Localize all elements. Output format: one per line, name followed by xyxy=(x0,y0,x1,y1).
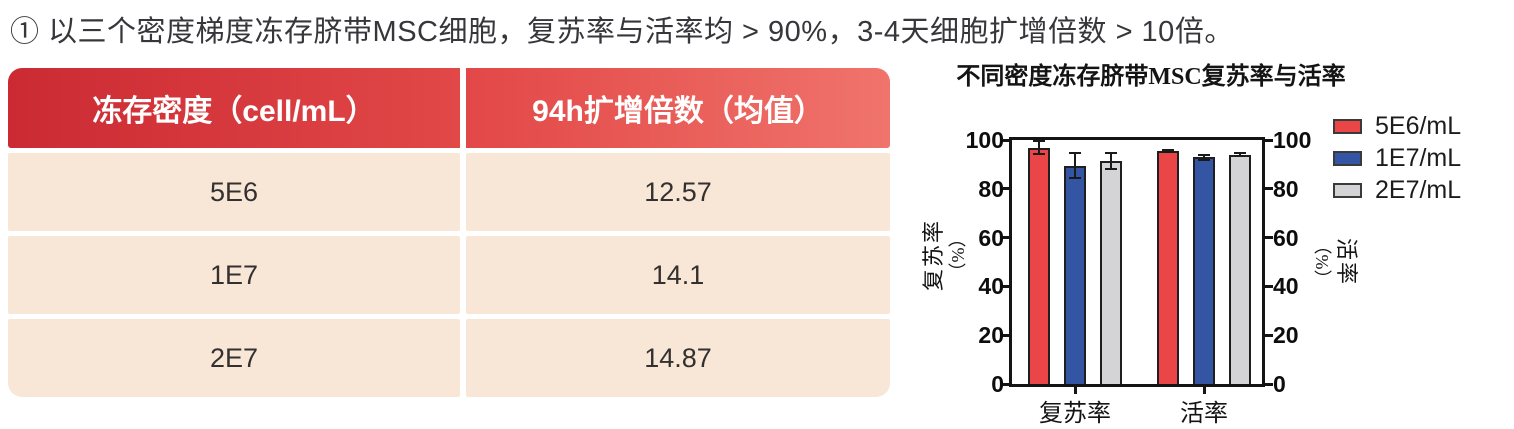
chart-title: 不同密度冻存脐带MSC复苏率与活率 xyxy=(956,64,1346,90)
y-tick-right xyxy=(1265,138,1273,142)
table-cell-density-3: 2E7 xyxy=(8,319,460,397)
y-tick-left xyxy=(1001,333,1009,337)
error-bar-line xyxy=(1167,150,1169,153)
y-axis-label-right-text: 活率 xyxy=(1334,237,1359,286)
y-tick-label-right: 100 xyxy=(1273,127,1312,153)
error-bar-cap-bottom xyxy=(1234,155,1246,158)
y-tick-label-right: 80 xyxy=(1273,175,1299,202)
error-bar-line xyxy=(1239,153,1241,157)
error-bar-cap-top xyxy=(1069,152,1081,155)
y-tick-label-left: 0 xyxy=(991,371,1004,397)
chart: 不同密度冻存脐带MSC复苏率与活率 复苏率 （%） 活率 （%） 5E6/mL 1… xyxy=(920,50,1514,429)
y-tick-left xyxy=(1001,382,1009,386)
y-tick-label-left: 80 xyxy=(978,175,1004,202)
y-tick-left xyxy=(1001,236,1009,240)
legend-swatch-1E7/mL xyxy=(1333,150,1362,166)
y-tick-right xyxy=(1265,333,1273,337)
error-bar-cap-top xyxy=(1198,153,1210,156)
y-tick-left xyxy=(1001,187,1009,191)
y-tick-label-right: 60 xyxy=(1273,224,1299,251)
y-tick-label-right: 20 xyxy=(1273,322,1299,349)
y-tick-right xyxy=(1265,187,1273,191)
y-tick-right xyxy=(1265,236,1273,240)
error-bar-line xyxy=(1074,153,1076,178)
bar-5E6/mL-复苏率 xyxy=(1028,147,1050,384)
error-bar-cap-top xyxy=(1033,140,1045,143)
legend: 5E6/mL 1E7/mL 2E7/mL xyxy=(1333,110,1461,206)
y-tick-label-left: 20 xyxy=(978,322,1004,349)
legend-label: 2E7/mL xyxy=(1375,175,1462,204)
error-bar-cap-top xyxy=(1234,152,1246,155)
x-tick xyxy=(1202,387,1206,394)
y-tick-label-right: 0 xyxy=(1273,371,1286,397)
y-tick-label-left: 60 xyxy=(978,224,1004,251)
density-table: 冻存密度（cell/mL） 94h扩增倍数（均值） 5E6 12.57 1E7 … xyxy=(8,68,890,397)
legend-item: 5E6/mL xyxy=(1333,110,1461,142)
table-cell-density-2: 1E7 xyxy=(8,236,460,314)
y-axis-label-right: 活率 （%） xyxy=(1309,202,1359,322)
x-tick xyxy=(1073,387,1077,394)
error-bar-cap-bottom xyxy=(1198,158,1210,161)
plot-area xyxy=(1009,137,1265,387)
x-category-label: 活率 xyxy=(1180,401,1228,427)
legend-item: 2E7/mL xyxy=(1333,174,1461,206)
y-tick-label-left: 100 xyxy=(965,127,1004,153)
bar-2E7/mL-复苏率 xyxy=(1100,160,1122,384)
error-bar-cap-top xyxy=(1105,151,1117,154)
y-tick-label-right: 40 xyxy=(1273,273,1299,300)
y-tick-left xyxy=(1001,138,1009,142)
table-cell-expansion-3: 14.87 xyxy=(466,319,890,397)
y-tick-right xyxy=(1265,284,1273,288)
legend-swatch-5E6/mL xyxy=(1333,118,1362,134)
page-title: ① 以三个密度梯度冻存脐带MSC细胞，复苏率与活率均 > 90%，3-4天细胞扩… xyxy=(10,16,1234,48)
table-header-expansion: 94h扩增倍数（均值） xyxy=(466,68,890,148)
error-bar-cap-bottom xyxy=(1162,151,1174,154)
error-bar-cap-bottom xyxy=(1069,176,1081,179)
table-cell-expansion-2: 14.1 xyxy=(466,236,890,314)
error-bar-line xyxy=(1110,152,1112,169)
y-axis-label-left-text: 复苏率 xyxy=(921,219,946,292)
table-cell-expansion-1: 12.57 xyxy=(466,153,890,231)
x-category-label: 复苏率 xyxy=(1039,401,1111,427)
legend-swatch-2E7/mL xyxy=(1333,182,1362,198)
legend-item: 1E7/mL xyxy=(1333,142,1461,174)
table-cell-density-1: 5E6 xyxy=(8,153,460,231)
y-tick-label-left: 40 xyxy=(978,273,1004,300)
bar-2E7/mL-活率 xyxy=(1229,154,1251,384)
bar-1E7/mL-复苏率 xyxy=(1064,165,1086,384)
y-tick-left xyxy=(1001,284,1009,288)
legend-label: 5E6/mL xyxy=(1375,111,1462,140)
y-tick-right xyxy=(1265,382,1273,386)
error-bar-line xyxy=(1203,154,1205,160)
table-header-density: 冻存密度（cell/mL） xyxy=(8,68,460,148)
bar-1E7/mL-活率 xyxy=(1193,157,1215,384)
bar-5E6/mL-活率 xyxy=(1157,151,1179,384)
error-bar-line xyxy=(1038,141,1040,155)
error-bar-cap-bottom xyxy=(1033,153,1045,156)
legend-label: 1E7/mL xyxy=(1375,143,1462,172)
error-bar-cap-top xyxy=(1162,149,1174,152)
error-bar-cap-bottom xyxy=(1105,167,1117,170)
